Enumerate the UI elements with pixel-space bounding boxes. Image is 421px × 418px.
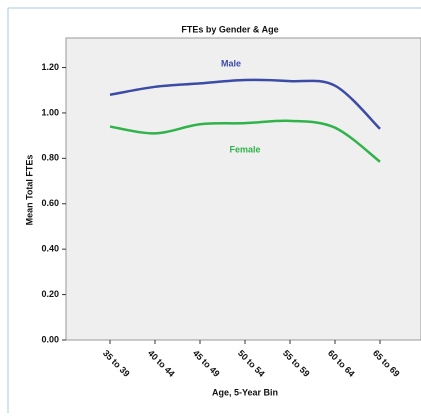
y-tick-label: 0.80	[41, 153, 59, 163]
series-label: Male	[221, 58, 241, 68]
series-label: Female	[229, 144, 260, 154]
y-tick-label: 0.00	[41, 334, 59, 344]
x-tick-label: 50 to 54	[236, 348, 267, 379]
y-tick-label: 0.40	[41, 244, 59, 254]
x-tick-label: 45 to 49	[191, 348, 222, 379]
chart-title: FTEs by Gender & Age	[181, 24, 278, 34]
x-tick-label: 60 to 64	[326, 348, 357, 379]
series-line	[109, 78, 381, 130]
x-tick-label: 35 to 39	[101, 348, 132, 379]
x-tick-label: 40 to 44	[146, 348, 177, 379]
y-tick-label: 1.20	[41, 62, 59, 72]
plot-area	[65, 37, 421, 341]
y-axis-label: Mean Total FTEs	[24, 155, 34, 226]
y-tick-label: 0.60	[41, 198, 59, 208]
series-line	[109, 119, 381, 163]
y-tick-label: 0.20	[41, 289, 59, 299]
x-axis-label: Age, 5-Year Bin	[212, 387, 278, 397]
x-tick-label: 65 to 69	[371, 348, 402, 379]
y-tick-label: 1.00	[41, 107, 59, 117]
x-tick-label: 55 to 59	[281, 348, 312, 379]
